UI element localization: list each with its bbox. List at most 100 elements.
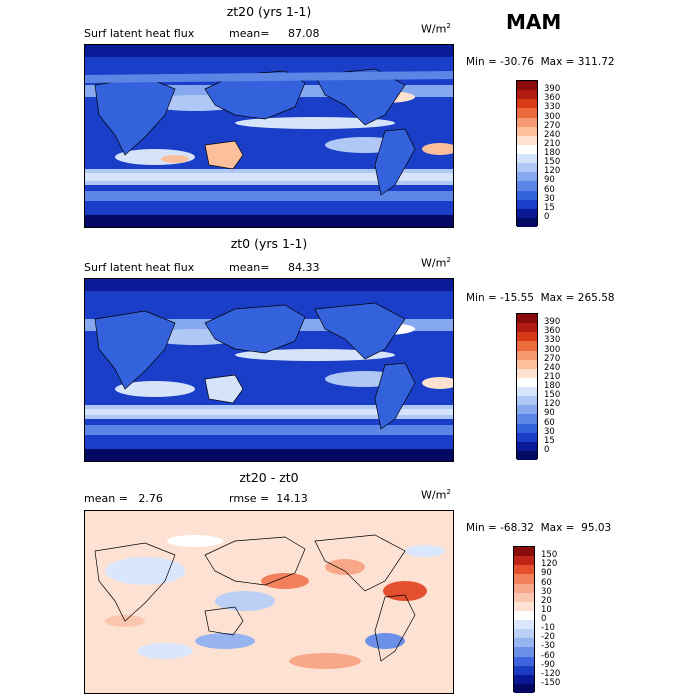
colorbar-tick-label: 270 (544, 120, 561, 131)
colorbar-tick-label: 30 (544, 426, 555, 437)
colorbar-tick-label: 60 (544, 417, 555, 428)
panel3-minmax: Min = -68.32 Max = 95.03 (466, 522, 612, 534)
colorbar-segment (517, 81, 537, 91)
colorbar-tick-label: 390 (544, 84, 561, 95)
colorbar-tick-label: -60 (541, 650, 555, 661)
colorbar-segment (514, 547, 534, 557)
colorbar-segment (517, 405, 537, 415)
colorbar-segment (514, 656, 534, 666)
colorbar-tick-label: 390 (544, 317, 561, 328)
panel1-map (84, 44, 454, 228)
colorbar-segment (517, 323, 537, 333)
colorbar-tick-label: 0 (541, 614, 547, 624)
colorbar-tick-label: 300 (544, 111, 561, 122)
panel2-title: zt0 (yrs 1-1) (230, 236, 308, 251)
colorbar-segment (517, 350, 537, 360)
panel2-map-graphic (85, 279, 453, 461)
colorbar-tick-label: -30 (541, 641, 555, 652)
colorbar-segment (517, 135, 537, 145)
colorbar-tick-label: 0 (544, 444, 550, 455)
panel3-units: W/m2 (421, 488, 451, 502)
colorbar-segment (517, 90, 537, 100)
colorbar-segment (514, 629, 534, 639)
colorbar-segment (514, 565, 534, 575)
colorbar-segment (517, 359, 537, 369)
panel3-map-graphic (85, 511, 453, 693)
panel2-mean-value: 84.33 (288, 261, 320, 274)
colorbar-tick-label: 30 (541, 586, 552, 597)
panel1-map-graphic (85, 45, 453, 227)
colorbar-segment (514, 601, 534, 611)
colorbar-segment (517, 450, 537, 460)
panel2-units: W/m2 (421, 256, 451, 270)
colorbar-tick-label: 120 (541, 559, 558, 570)
colorbar-segment (514, 620, 534, 630)
colorbar-tick-label: 15 (544, 202, 555, 213)
panel1-minmax: Min = -30.76 Max = 311.72 (466, 56, 615, 68)
panel1-units: W/m2 (421, 22, 451, 36)
colorbar-tick-label: 180 (544, 148, 561, 158)
panel1-variable-label: Surf latent heat flux (84, 27, 195, 40)
colorbar-segment (517, 144, 537, 154)
colorbar-tick-label: 240 (544, 129, 561, 140)
panel2-mean-label: mean= (229, 261, 270, 274)
panel2-map (84, 278, 454, 462)
panel3-colorbar: 150 120 90 60 30 20 10 0 -10 -20 -30 -60 -90 -120 -150 (513, 546, 560, 693)
colorbar-tick-label: 210 (544, 371, 561, 382)
colorbar-tick-label: 180 (544, 381, 561, 391)
colorbar-segment (517, 414, 537, 424)
panel3-rmse-label: rmse = 14.13 (229, 492, 308, 505)
panel3-colorbar-scale (513, 546, 535, 693)
colorbar-tick-label: 0 (544, 211, 550, 222)
colorbar-segment (517, 154, 537, 164)
colorbar-segment (517, 117, 537, 127)
colorbar-segment (517, 108, 537, 118)
colorbar-segment (517, 99, 537, 109)
colorbar-segment (517, 332, 537, 342)
colorbar-tick-label: 90 (544, 408, 555, 419)
panel2-variable-label: Surf latent heat flux (84, 261, 195, 274)
colorbar-tick-label: 60 (541, 577, 552, 588)
colorbar-tick-label: 210 (544, 138, 561, 149)
panel3-title: zt20 - zt0 (239, 470, 299, 485)
colorbar-tick-label: 330 (544, 335, 561, 346)
colorbar-segment (517, 341, 537, 351)
colorbar-tick-label: 90 (541, 568, 552, 579)
colorbar-tick-label: 240 (544, 362, 561, 373)
colorbar-tick-label: 360 (544, 93, 561, 104)
colorbar-segment (517, 368, 537, 378)
colorbar-segment (517, 441, 537, 451)
colorbar-segment (517, 181, 537, 191)
colorbar-tick-label: -120 (541, 668, 561, 679)
colorbar-tick-label: 120 (544, 399, 561, 410)
colorbar-tick-label: 360 (544, 326, 561, 337)
colorbar-segment (514, 610, 534, 620)
colorbar-tick-label: 60 (544, 184, 555, 195)
colorbar-segment (517, 217, 537, 227)
colorbar-segment (517, 377, 537, 387)
colorbar-segment (517, 126, 537, 136)
panel3-mean-label: mean = 2.76 (84, 492, 163, 505)
colorbar-tick-label: 10 (541, 604, 552, 615)
colorbar-segment (517, 190, 537, 200)
colorbar-tick-label: 90 (544, 175, 555, 186)
colorbar-tick-label: 270 (544, 353, 561, 364)
colorbar-tick-label: 30 (544, 193, 555, 204)
colorbar-tick-label: 150 (544, 390, 561, 401)
colorbar-tick-label: 15 (544, 435, 555, 446)
panel1-mean-label: mean= (229, 27, 270, 40)
panel2-colorbar: 390 360 330 300 270 240 210 180 150 120 90 60 30 15 0 (516, 313, 560, 460)
colorbar-tick-label: 20 (541, 595, 552, 606)
colorbar-segment (517, 432, 537, 442)
colorbar-tick-label: -20 (541, 632, 555, 643)
colorbar-segment (514, 592, 534, 602)
panel2-minmax: Min = -15.55 Max = 265.58 (466, 292, 615, 304)
colorbar-segment (517, 396, 537, 406)
colorbar-segment (517, 387, 537, 397)
colorbar-segment (514, 574, 534, 584)
season-label: MAM (506, 10, 562, 34)
colorbar-segment (517, 163, 537, 173)
panel3-map (84, 510, 454, 694)
colorbar-segment (514, 647, 534, 657)
colorbar-segment (514, 638, 534, 648)
